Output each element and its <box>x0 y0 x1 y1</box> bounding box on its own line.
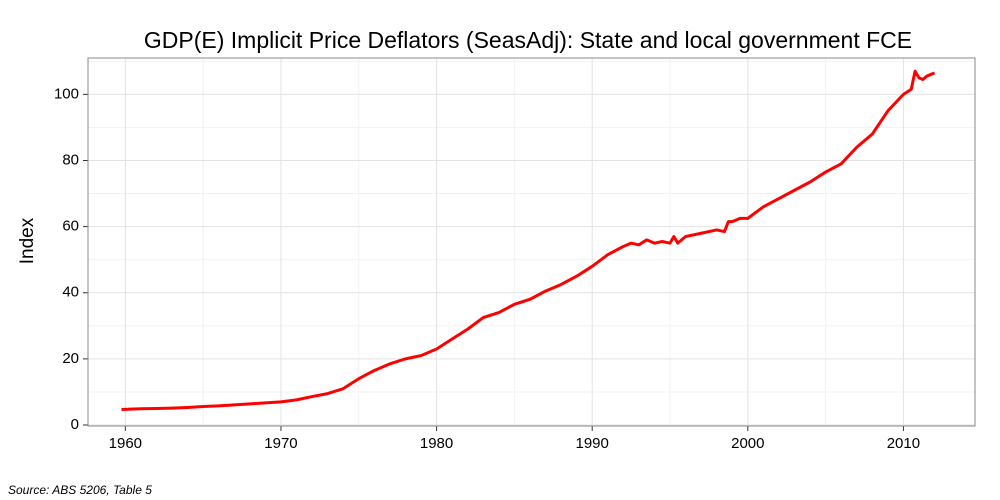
x-tick-label: 1990 <box>576 435 609 452</box>
y-tick-label: 100 <box>54 85 79 102</box>
y-tick-label: 60 <box>62 218 79 235</box>
data-line <box>121 69 936 411</box>
y-tick-label: 20 <box>62 350 79 367</box>
y-axis-label: Index <box>17 217 38 264</box>
x-tick-label: 1960 <box>109 435 142 452</box>
source-note: Source: ABS 5206, Table 5 <box>8 483 152 497</box>
x-tick-label: 1980 <box>420 435 453 452</box>
plot-border <box>87 57 976 427</box>
y-tick-label: 40 <box>62 284 79 301</box>
y-tick-label: 80 <box>62 151 79 168</box>
x-tick-label: 2010 <box>887 435 920 452</box>
x-tick-label: 1970 <box>264 435 297 452</box>
chart-title: GDP(E) Implicit Price Deflators (SeasAdj… <box>144 27 912 53</box>
x-tick-label: 2000 <box>731 435 764 452</box>
y-tick-label: 0 <box>71 416 79 433</box>
